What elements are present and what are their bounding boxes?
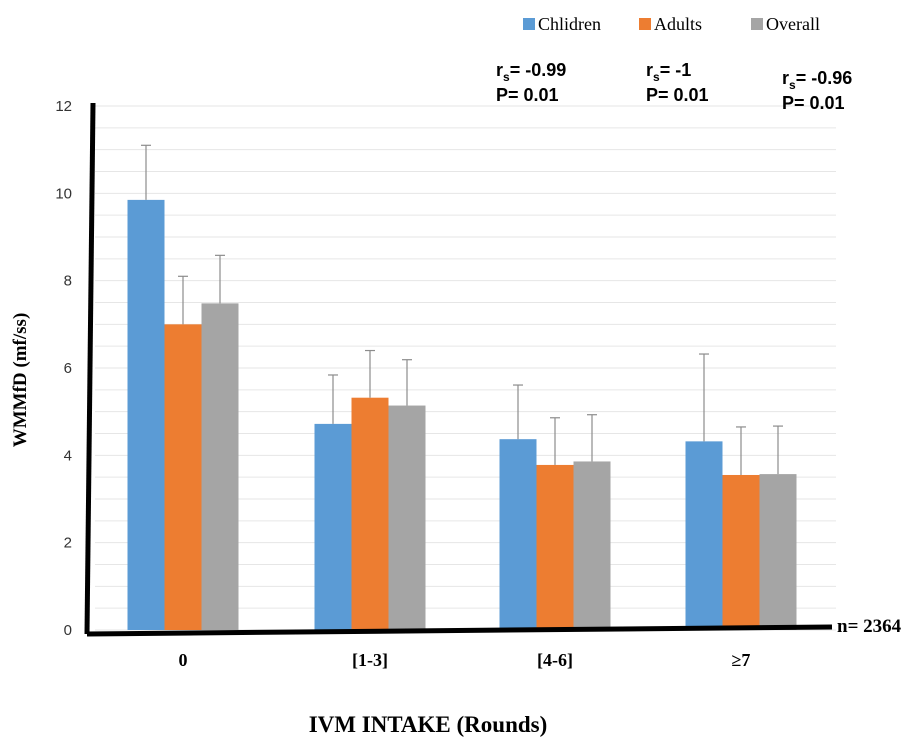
bar-overall-3 (759, 474, 797, 630)
y-tick-label: 6 (64, 360, 72, 377)
bar-chlidren-2 (499, 439, 537, 630)
p-value: P= 0.01 (646, 85, 709, 105)
legend-swatch (751, 18, 763, 30)
x-tick-label: 0 (179, 650, 188, 670)
spearman-r: rs= -1 (646, 60, 691, 84)
bar-adults-0 (164, 324, 202, 630)
bar-adults-3 (722, 474, 760, 630)
x-axis-line (86, 624, 833, 637)
bar-adults-1 (351, 397, 389, 630)
y-tick-label: 4 (64, 447, 72, 464)
x-tick-label: [1-3] (352, 650, 388, 670)
error-bars (141, 144, 783, 475)
legend-swatch (523, 18, 535, 30)
annotation-0: rs= -0.99P= 0.01 (496, 60, 566, 105)
bar-overall-0 (201, 303, 239, 630)
bars (127, 199, 797, 630)
annotation-2: rs= -0.96P= 0.01 (782, 68, 852, 113)
y-tick-label: 2 (64, 535, 72, 552)
legend-label: Overall (766, 14, 820, 34)
y-tick-labels: 0 2 4 6 8 10 12 (55, 98, 72, 639)
legend-item-adults: Adults (639, 14, 702, 34)
x-tick-label: ≥7 (732, 650, 751, 670)
bar-chlidren-1 (314, 423, 352, 630)
legend-item-chlidren: Chlidren (523, 14, 601, 34)
annotation-1: rs= -1P= 0.01 (646, 60, 709, 105)
x-tick-labels: 0 [1-3] [4-6] ≥7 (179, 650, 751, 670)
y-tick-label: 10 (55, 185, 72, 202)
legend-label: Chlidren (538, 14, 601, 34)
legend: Chlidren Adults Overall (523, 14, 820, 34)
p-value: P= 0.01 (496, 85, 559, 105)
x-tick-label: [4-6] (537, 650, 573, 670)
legend-swatch (639, 18, 651, 30)
bar-overall-2 (573, 461, 611, 630)
bar-chlidren-3 (685, 441, 723, 630)
p-value: P= 0.01 (782, 93, 845, 113)
y-tick-label: 0 (64, 622, 72, 639)
y-axis-line (84, 102, 96, 635)
x-axis-label: IVM INTAKE (Rounds) (309, 712, 548, 737)
bar-overall-1 (388, 405, 426, 630)
legend-item-overall: Overall (751, 14, 820, 34)
y-axis-label: WMMfD (mf/ss) (10, 313, 31, 448)
spearman-r: rs= -0.99 (496, 60, 566, 84)
bar-chlidren-0 (127, 199, 165, 630)
y-tick-label: 8 (64, 273, 72, 290)
legend-label: Adults (654, 14, 702, 34)
spearman-r: rs= -0.96 (782, 68, 852, 92)
n-label: n= 2364 (837, 616, 902, 637)
bar-adults-2 (536, 464, 574, 630)
y-tick-label: 12 (55, 98, 72, 115)
